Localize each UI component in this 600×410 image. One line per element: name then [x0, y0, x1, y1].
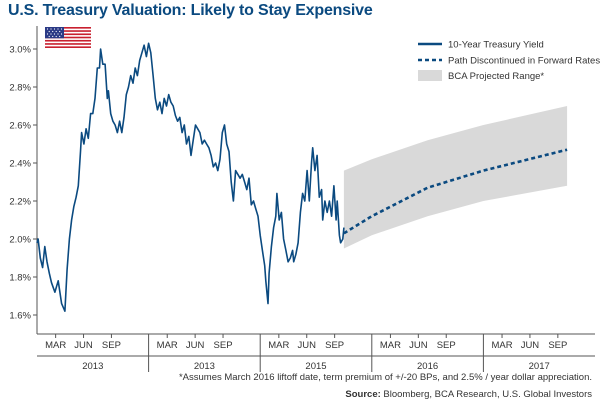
- x-tick-label: MAR: [268, 340, 289, 351]
- x-tick-label: JUN: [521, 340, 540, 351]
- x-year-label: 2013: [194, 361, 215, 372]
- x-tick-label: SEP: [548, 340, 567, 351]
- x-year-label: 2013: [82, 361, 103, 372]
- footnote: *Assumes March 2016 liftoff date, term p…: [178, 372, 592, 383]
- y-tick-label: 2.0%: [9, 235, 31, 246]
- x-year-label: 2017: [529, 361, 550, 372]
- source-label: Source:: [345, 389, 381, 400]
- source-text: Bloomberg, BCA Research, U.S. Global Inv…: [383, 389, 592, 400]
- x-tick-label: JUN: [297, 340, 316, 351]
- forward-rates-dashed-line: [343, 148, 568, 235]
- y-tick-label: 2.6%: [9, 121, 31, 132]
- x-year-label: 2015: [305, 361, 326, 372]
- y-tick-label: 2.4%: [9, 159, 31, 170]
- treasury-yield-chart: 1.6% 1.8% 2.0% 2.2% 2.4% 2.6% 2.8% 3.0% MAR JUN SE…: [9, 26, 600, 372]
- y-tick-label: 2.2%: [9, 197, 31, 208]
- x-tick-label: SEP: [437, 340, 456, 351]
- x-tick-label: JUN: [409, 340, 428, 351]
- projected-range-band: [343, 106, 568, 249]
- legend-label-forward: Path Discontinued in Forward Rates: [448, 56, 600, 67]
- x-tick-label: MAR: [380, 340, 401, 351]
- chart-title: U.S. Treasury Valuation: Likely to Stay …: [8, 2, 373, 19]
- x-tick-label: JUN: [74, 340, 93, 351]
- x-tick-label: SEP: [102, 340, 121, 351]
- y-tick-label: 1.8%: [9, 273, 31, 284]
- x-tick-label: MAR: [45, 340, 66, 351]
- x-tick-label: JUN: [186, 340, 205, 351]
- legend-label-range: BCA Projected Range*: [448, 71, 544, 82]
- legend-swatch-range: [418, 70, 442, 81]
- y-tick-label: 3.0%: [9, 45, 31, 56]
- x-tick-label: SEP: [214, 340, 233, 351]
- treasury-yield-line: [36, 42, 345, 313]
- y-tick-label: 1.6%: [9, 311, 31, 322]
- x-tick-label: MAR: [491, 340, 512, 351]
- x-tick-label: SEP: [325, 340, 344, 351]
- us-flag-icon: [45, 27, 91, 48]
- source-line: Source: Bloomberg, BCA Research, U.S. Gl…: [345, 389, 592, 400]
- y-tick-label: 2.8%: [9, 83, 31, 94]
- x-tick-label: MAR: [157, 340, 178, 351]
- x-year-label: 2016: [417, 361, 438, 372]
- legend-label-yield: 10-Year Treasury Yield: [448, 40, 544, 51]
